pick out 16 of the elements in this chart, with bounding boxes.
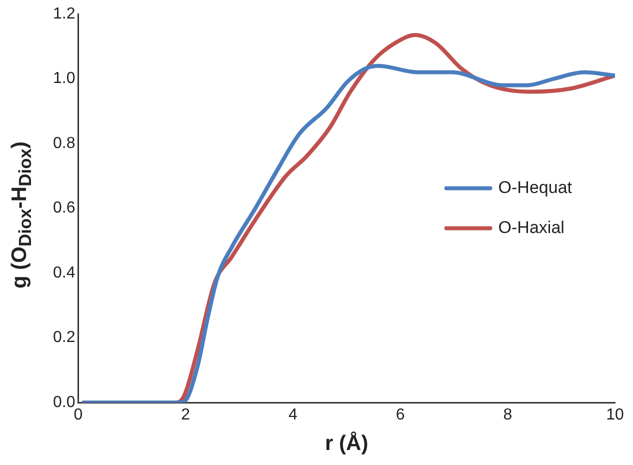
x-tick-label: 8 — [503, 406, 512, 424]
legend-label: O-Hequat — [498, 178, 572, 197]
x-tick-label: 6 — [396, 406, 405, 424]
x-tick-label: 10 — [606, 406, 624, 424]
x-tick-label: 2 — [181, 406, 190, 424]
y-tick-label: 0.6 — [52, 200, 76, 217]
y-tick-label: 0.4 — [52, 264, 76, 282]
y-tick-label: 1.0 — [52, 70, 76, 88]
legend-label: O-Haxial — [498, 218, 564, 237]
x-tick-label: 4 — [288, 406, 298, 424]
y-tick-label: 0.2 — [52, 329, 76, 346]
x-axis-title: r (Å) — [325, 431, 368, 456]
y-tick-label: 1.2 — [52, 5, 76, 22]
x-tick-label: 0 — [74, 406, 83, 424]
y-tick-label: 0.0 — [52, 394, 76, 412]
y-tick-label: 0.8 — [52, 134, 76, 152]
